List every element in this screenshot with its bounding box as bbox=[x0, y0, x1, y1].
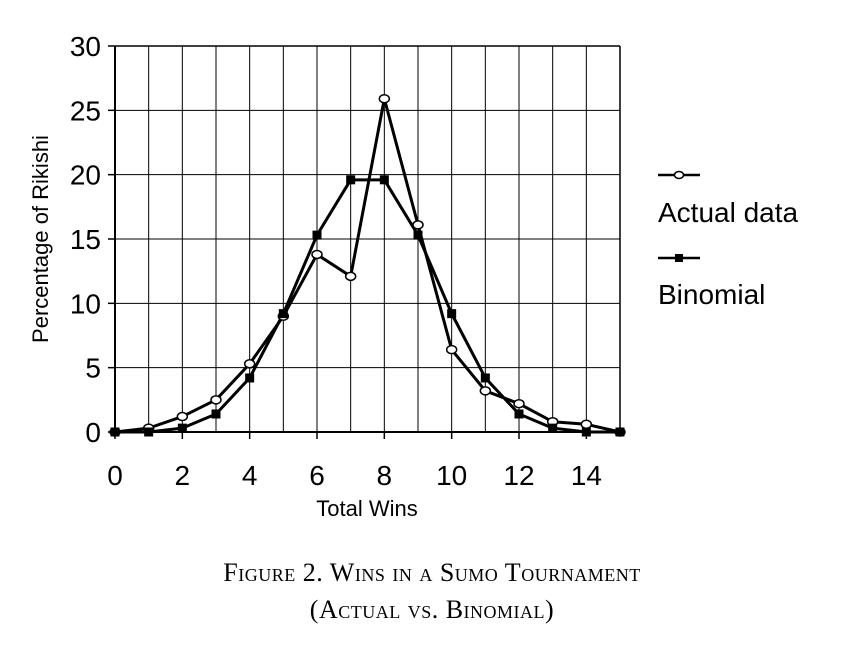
actual-data-point bbox=[176, 411, 189, 422]
actual-data-point bbox=[311, 249, 323, 260]
binomial-point bbox=[548, 423, 558, 433]
x-tick-label: 14 bbox=[571, 460, 602, 491]
figure-caption-subtitle: (Actual vs. Binomial) bbox=[309, 595, 555, 624]
binomial-line bbox=[115, 178, 620, 434]
binomial-point bbox=[514, 409, 524, 419]
actual-data-point bbox=[580, 419, 593, 430]
figure-caption-title: Figure 2. Wins in a Sumo Tournament bbox=[223, 558, 641, 587]
series-group bbox=[109, 94, 626, 437]
y-tick-label: 10 bbox=[70, 288, 101, 319]
y-tick-label: 30 bbox=[70, 31, 101, 62]
actual-data-point bbox=[412, 220, 424, 230]
actual-data-line bbox=[114, 97, 621, 434]
legend: Actual data Binomial bbox=[658, 170, 799, 310]
y-tick-label: 0 bbox=[85, 417, 101, 448]
binomial-point bbox=[144, 427, 154, 437]
x-tick-label: 6 bbox=[309, 460, 325, 491]
x-tick-label: 2 bbox=[175, 460, 191, 491]
binomial-point bbox=[211, 409, 221, 419]
actual-data-point bbox=[344, 271, 357, 282]
binomial-point bbox=[480, 373, 490, 383]
x-tick-label: 8 bbox=[377, 460, 393, 491]
y-tick-label: 25 bbox=[70, 95, 101, 126]
axes bbox=[108, 45, 621, 439]
binomial-point bbox=[447, 309, 457, 319]
x-tick-label: 12 bbox=[503, 460, 534, 491]
x-tick-label: 0 bbox=[107, 460, 123, 491]
legend-label: Actual data bbox=[658, 197, 799, 228]
binomial-point bbox=[615, 427, 625, 437]
x-axis-label: Total Wins bbox=[316, 496, 417, 521]
actual-data-point bbox=[378, 94, 391, 104]
y-tick-label: 5 bbox=[85, 353, 101, 384]
x-tick-label: 4 bbox=[242, 460, 258, 491]
binomial-point bbox=[177, 423, 187, 433]
x-tick-labels: 0 2 4 6 8 10 12 14 bbox=[107, 460, 602, 491]
y-axis-label: Percentage of Rikishi bbox=[28, 135, 53, 343]
actual-data-point bbox=[210, 395, 222, 405]
y-tick-labels: 0 5 10 15 20 25 30 bbox=[70, 31, 101, 448]
actual-data-point bbox=[243, 359, 256, 369]
binomial-point bbox=[245, 373, 255, 383]
actual-data-point bbox=[445, 344, 458, 355]
actual-data-point bbox=[513, 398, 525, 409]
gridlines bbox=[114, 45, 621, 433]
binomial-point bbox=[581, 427, 591, 437]
binomial-point bbox=[413, 230, 423, 240]
binomial-point bbox=[312, 230, 322, 240]
binomial-point bbox=[110, 427, 120, 437]
x-tick-label: 10 bbox=[436, 460, 467, 491]
legend-marker-actual bbox=[673, 170, 685, 180]
binomial-point bbox=[278, 309, 288, 319]
legend-marker-binomial bbox=[675, 254, 683, 262]
y-tick-label: 20 bbox=[70, 160, 101, 191]
binomial-point bbox=[379, 175, 389, 185]
binomial-point bbox=[346, 175, 356, 185]
y-tick-label: 15 bbox=[70, 224, 101, 255]
legend-label: Binomial bbox=[658, 279, 765, 310]
actual-data-point bbox=[479, 386, 492, 396]
